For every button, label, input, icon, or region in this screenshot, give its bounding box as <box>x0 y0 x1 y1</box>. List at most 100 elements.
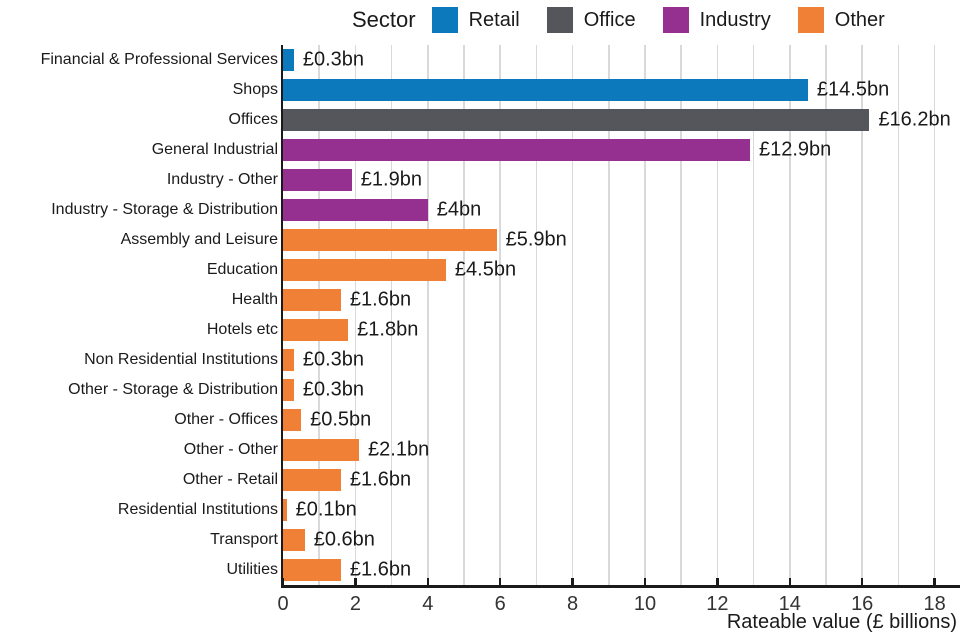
x-tick <box>643 578 647 585</box>
chart-bar <box>283 529 305 551</box>
bar-value-label: £0.5bn <box>310 408 372 431</box>
x-axis-line <box>281 585 960 588</box>
x-tick <box>281 578 285 585</box>
chart-bar <box>283 319 349 341</box>
gridline <box>752 45 755 585</box>
industry-swatch-icon <box>662 7 689 33</box>
x-tick <box>860 578 864 585</box>
chart-bar <box>283 499 287 521</box>
chart-row: £0.5bn <box>283 405 960 435</box>
bar-value-label: £16.2bn <box>878 108 951 131</box>
gridline <box>318 45 320 585</box>
x-tick-label: 16 <box>851 593 874 615</box>
x-tick-label: 12 <box>706 593 729 615</box>
legend-item-other: Other <box>797 7 885 33</box>
chart-row: £0.6bn <box>283 525 960 555</box>
plot-area: £0.3bn £14.5bn £16.2bn £12.9bn £1.9bn £4bn £5.… <box>277 45 960 615</box>
gridline <box>933 45 936 585</box>
x-tick-label: 0 <box>277 593 289 615</box>
category-label: Assembly and Leisure <box>120 231 278 248</box>
x-tick-label: 10 <box>633 593 657 615</box>
x-tick <box>498 578 502 585</box>
bar-value-label: £2.1bn <box>368 438 430 461</box>
bar-value-label: £0.3bn <box>302 378 365 401</box>
legend-label: Office <box>583 8 636 31</box>
bar-value-label: £0.3bn <box>302 348 365 371</box>
bar-value-label: £4bn <box>436 198 482 221</box>
x-tick-label: 6 <box>494 593 506 615</box>
category-label: General Industrial <box>151 141 278 158</box>
x-tick <box>933 578 936 585</box>
x-tick-label: 4 <box>422 593 434 615</box>
gridline <box>499 45 501 585</box>
bar-value-label: £0.3bn <box>302 48 365 71</box>
y-axis-line <box>281 45 283 588</box>
chart-row: £16.2bn <box>283 105 960 135</box>
chart-bar <box>283 379 294 401</box>
gridline <box>789 45 791 585</box>
x-axis-title: Rateable value (£ billions) <box>726 611 957 633</box>
gridline <box>861 45 863 585</box>
x-tick <box>788 578 792 585</box>
gridline <box>680 45 682 585</box>
category-label: Shops <box>232 81 278 98</box>
legend-item-retail: Retail <box>431 7 520 33</box>
chart-bar <box>283 109 870 131</box>
category-label: Hotels etc <box>206 321 278 338</box>
chart-row: £0.3bn <box>283 345 960 375</box>
category-label: Other - Storage & Distribution <box>68 381 278 398</box>
gridline <box>897 45 900 585</box>
bar-value-label: £1.6bn <box>349 558 412 581</box>
gridline <box>427 45 429 585</box>
category-label: Offices <box>228 111 279 128</box>
chart-row: £0.3bn <box>283 45 960 75</box>
legend: Sector Retail Office Industry Other <box>352 2 912 38</box>
chart-row: £5.9bn <box>283 225 960 255</box>
category-label: Non Residential Institutions <box>84 351 278 368</box>
legend-title: Sector <box>352 7 416 32</box>
gridline <box>644 45 646 585</box>
chart-row: £4bn <box>283 195 960 225</box>
legend-item-industry: Industry <box>662 7 771 33</box>
chart-bar <box>283 79 808 101</box>
bar-value-label: £14.5bn <box>816 78 890 101</box>
bar-value-label: £1.9bn <box>360 168 422 191</box>
chart-row: £14.5bn <box>283 75 960 105</box>
bar-value-label: £4.5bn <box>454 258 517 281</box>
gridline <box>390 45 393 585</box>
legend-items: Retail Office Industry Other <box>431 7 912 33</box>
chart-bar <box>283 139 750 161</box>
chart-row: £4.5bn <box>283 255 960 285</box>
chart-row: £0.1bn <box>283 495 960 525</box>
gridline <box>463 45 465 585</box>
x-tick-label: 14 <box>778 593 801 615</box>
bar-value-label: £0.6bn <box>313 528 375 551</box>
bar-value-label: £12.9bn <box>758 138 832 161</box>
chart-bar <box>283 409 302 431</box>
x-tick-label: 18 <box>923 593 946 615</box>
other-swatch-icon <box>797 7 824 33</box>
chart-bar <box>283 49 294 71</box>
legend-label: Other <box>834 8 885 31</box>
chart-row: £12.9bn <box>283 135 960 165</box>
chart-bar <box>283 439 360 461</box>
x-tick-label: 8 <box>567 593 579 615</box>
chart-row: £1.9bn <box>283 165 960 195</box>
chart-row: £1.8bn <box>283 315 960 345</box>
bar-value-label: £0.1bn <box>295 498 357 521</box>
x-tick <box>354 578 357 585</box>
chart-bar <box>283 169 352 191</box>
category-label: Education <box>206 261 278 278</box>
chart-row: £1.6bn <box>283 555 960 585</box>
x-tick <box>426 578 430 585</box>
legend-item-office: Office <box>546 7 636 33</box>
x-tick-label: 2 <box>349 593 361 615</box>
chart-row: £2.1bn <box>283 435 960 465</box>
gridline <box>716 45 719 585</box>
category-label: Other - Retail <box>182 471 278 488</box>
x-tick <box>716 578 719 585</box>
x-tick <box>571 578 574 585</box>
gridline <box>535 45 538 585</box>
chart-bar <box>283 559 341 581</box>
